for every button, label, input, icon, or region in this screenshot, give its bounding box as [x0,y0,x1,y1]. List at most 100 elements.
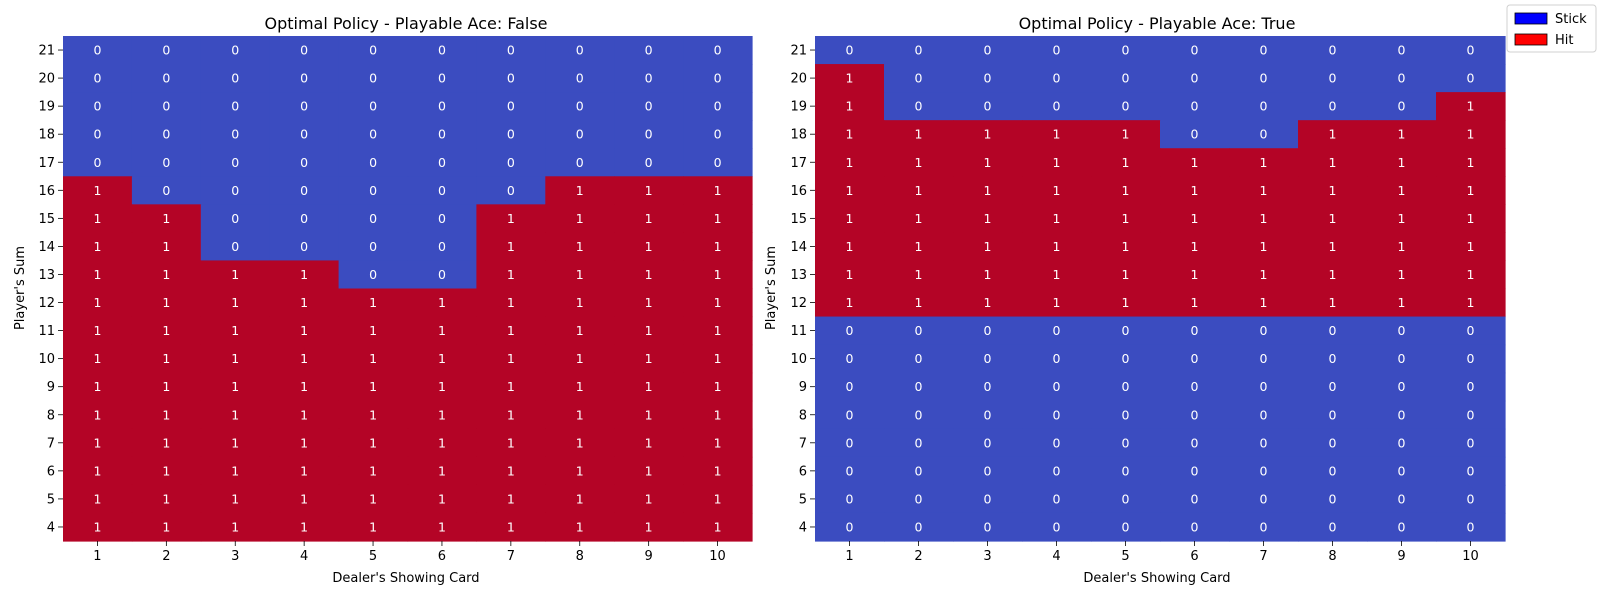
heatmap-cell [200,428,271,458]
heatmap-cell [683,288,753,318]
heatmap-cell [1298,400,1368,430]
heatmap-cell [953,372,1023,402]
heatmap-cell [1091,512,1161,542]
heatmap-cell [1298,456,1368,486]
cell-value-label: 0 [438,71,446,86]
heatmap-cell [131,176,202,205]
heatmap-cell [545,400,615,430]
heatmap-cell [1367,400,1437,430]
cell-value-label: 0 [1398,71,1406,86]
heatmap-cell [338,428,409,458]
heatmap-cell [269,148,340,177]
cell-value-label: 1 [507,379,515,394]
cell-value-label: 1 [984,183,992,198]
heatmap-cell [131,148,202,177]
heatmap-cell [63,204,133,233]
cell-value-label: 0 [1467,351,1475,366]
cell-value-label: 1 [369,491,377,506]
heatmap-cell [545,484,615,514]
cell-value-label: 1 [1260,183,1268,198]
heatmap-cell [1367,120,1437,149]
cell-value-label: 0 [507,183,515,198]
cell-value-label: 0 [1122,463,1130,478]
cell-value-label: 0 [1467,463,1475,478]
heatmap-cell [1298,176,1368,205]
heatmap-cell [1436,92,1506,121]
heatmap-cell [953,512,1023,542]
cell-value-label: 0 [645,43,653,58]
cell-value-label: 0 [1260,127,1268,142]
cell-value-label: 0 [984,463,992,478]
cell-value-label: 1 [1467,155,1475,170]
heatmap-cell [683,260,753,290]
heatmap-cell [200,36,271,65]
cell-value-label: 0 [1329,351,1337,366]
cell-value-label: 0 [984,435,992,450]
cell-value-label: 1 [162,491,170,506]
cell-value-label: 0 [231,183,239,198]
heatmap-cell [884,456,954,486]
heatmap-cell [815,92,885,121]
heatmap-cell [1160,232,1230,262]
heatmap-cell [1022,484,1092,514]
cell-value-label: 0 [1191,435,1199,450]
cell-value-label: 1 [915,155,923,170]
heatmap-cell [683,120,753,149]
x-tick-label: 6 [438,549,446,564]
heatmap-cell [1160,204,1230,233]
heatmap-cell [338,316,409,346]
heatmap-cell [200,316,271,346]
y-tick-label: 16 [790,184,807,199]
cell-value-label: 0 [915,351,923,366]
heatmap-cell [338,232,409,262]
heatmap-cell [953,456,1023,486]
heatmap-cell [269,428,340,458]
heatmap-cell [1436,428,1506,458]
heatmap-cell [407,36,477,65]
heatmap-cell [269,64,340,93]
cell-value-label: 1 [1191,295,1199,310]
heatmap-cell [683,512,753,542]
cell-value-label: 0 [984,323,992,338]
y-tick-label: 15 [790,212,807,227]
y-tick-label: 10 [790,352,807,367]
cell-value-label: 1 [846,295,854,310]
heatmap-cell [200,260,271,290]
heatmap-cell [1160,428,1230,458]
heatmap-cell [476,372,546,402]
cell-value-label: 1 [231,519,239,534]
y-tick-label: 17 [790,156,807,171]
cell-value-label: 1 [915,239,923,254]
cell-value-label: 0 [1053,379,1061,394]
heatmap-cell [815,400,885,430]
cell-value-label: 1 [93,323,101,338]
heatmap-cell [269,92,340,121]
heatmap-cell [815,484,885,514]
heatmap-cell [1022,428,1092,458]
cell-value-label: 1 [846,155,854,170]
heatmap-cell [1229,64,1299,93]
cell-value-label: 1 [1260,295,1268,310]
heatmap-cell [200,148,271,177]
cell-value-label: 1 [714,183,722,198]
cell-value-label: 0 [984,43,992,58]
heatmap-cell [1367,484,1437,514]
cell-value-label: 0 [846,407,854,422]
cell-value-label: 1 [231,295,239,310]
heatmap-cell [200,512,271,542]
heatmap-cell [476,316,546,346]
heatmap-cell [1022,400,1092,430]
heatmap-cell [407,204,477,233]
cell-value-label: 1 [1398,267,1406,282]
heatmap-cell [1022,260,1092,290]
cell-value-label: 1 [507,435,515,450]
heatmap-cell [476,512,546,542]
cell-value-label: 0 [300,127,308,142]
y-tick-label: 5 [47,492,55,507]
chart-title: Optimal Policy - Playable Ace: True [1019,14,1296,33]
heatmap-cell [338,344,409,374]
cell-value-label: 0 [1191,323,1199,338]
heatmap-cell [1298,36,1368,65]
heatmap-cell [200,120,271,149]
heatmap-cell [269,176,340,205]
